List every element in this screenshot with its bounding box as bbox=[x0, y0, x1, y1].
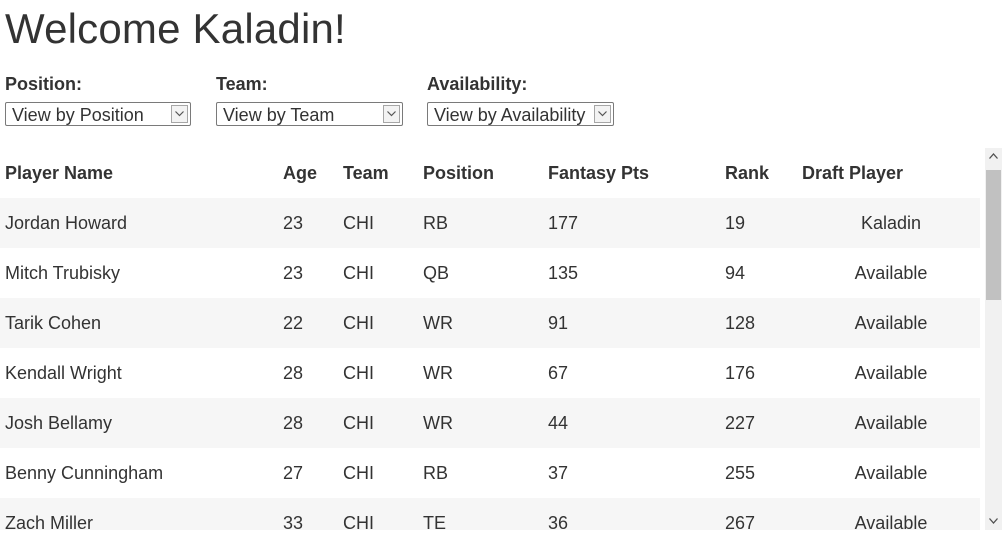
fantasy-pts-cell: 177 bbox=[543, 198, 720, 248]
age-cell: 28 bbox=[283, 362, 304, 383]
draft-status-cell[interactable]: Available bbox=[854, 362, 928, 383]
players-table: Player Name Age Team Position Fantasy Pt… bbox=[0, 148, 980, 530]
team-cell: CHI bbox=[338, 498, 418, 530]
position-cell: WR bbox=[418, 398, 543, 448]
column-header-player-name[interactable]: Player Name bbox=[5, 162, 114, 183]
scroll-up-arrow-icon[interactable] bbox=[985, 148, 1002, 165]
position-cell: WR bbox=[423, 362, 453, 383]
fantasy-pts-cell: 67 bbox=[548, 362, 569, 383]
position-cell: WR bbox=[418, 298, 543, 348]
column-header-fantasy-pts[interactable]: Fantasy Pts bbox=[548, 162, 650, 183]
position-filter-label: Position: bbox=[5, 74, 82, 94]
column-header-rank[interactable]: Rank bbox=[725, 162, 770, 183]
table-header-row: Player Name Age Team Position Fantasy Pt… bbox=[0, 148, 980, 198]
position-select[interactable]: View by Position bbox=[5, 102, 191, 126]
team-cell: CHI bbox=[338, 298, 418, 348]
rank-cell: 128 bbox=[720, 298, 797, 348]
position-cell: RB bbox=[418, 198, 543, 248]
chevron-down-icon[interactable] bbox=[383, 105, 400, 123]
availability-filter: Availability: View by Availability bbox=[427, 73, 614, 126]
availability-filter-label: Availability: bbox=[427, 74, 528, 94]
chevron-down-icon[interactable] bbox=[171, 105, 188, 123]
team-select[interactable]: View by Team bbox=[216, 102, 403, 126]
team-cell: CHI bbox=[343, 462, 374, 483]
player-name-cell: Benny Cunningham bbox=[5, 462, 164, 483]
age-cell: 27 bbox=[283, 462, 304, 483]
rank-cell: 255 bbox=[725, 462, 756, 483]
player-name-cell: Tarik Cohen bbox=[0, 298, 278, 348]
position-filter: Position: View by Position bbox=[5, 73, 191, 126]
age-cell: 22 bbox=[278, 298, 338, 348]
draft-status-cell[interactable]: Available bbox=[854, 262, 928, 283]
team-filter: Team: View by Team bbox=[216, 73, 403, 126]
chevron-down-icon[interactable] bbox=[594, 105, 611, 123]
rank-cell: 227 bbox=[720, 398, 797, 448]
age-cell: 23 bbox=[283, 262, 304, 283]
player-name-cell: Jordan Howard bbox=[0, 198, 278, 248]
team-cell: CHI bbox=[338, 198, 418, 248]
table-row[interactable]: Zach Miller 33 CHI TE 36 267 Available bbox=[0, 498, 980, 530]
age-cell: 28 bbox=[278, 398, 338, 448]
rank-cell: 176 bbox=[725, 362, 756, 383]
table-scrollbar[interactable] bbox=[985, 148, 1002, 530]
column-header-age[interactable]: Age bbox=[283, 162, 318, 183]
table-row[interactable]: Josh Bellamy 28 CHI WR 44 227 Available bbox=[0, 398, 980, 448]
table-row[interactable]: Benny Cunningham 27 CHI RB 37 255 Availa… bbox=[0, 448, 980, 498]
team-select-value: View by Team bbox=[223, 105, 335, 125]
rank-cell: 94 bbox=[725, 262, 746, 283]
players-table-container: Player Name Age Team Position Fantasy Pt… bbox=[0, 148, 1002, 530]
draft-status-cell[interactable]: Available bbox=[797, 398, 980, 448]
player-name-cell: Kendall Wright bbox=[5, 362, 122, 383]
player-name-cell: Zach Miller bbox=[0, 498, 278, 530]
availability-select-value: View by Availability bbox=[434, 105, 586, 125]
team-filter-label: Team: bbox=[216, 74, 268, 94]
column-header-team[interactable]: Team bbox=[343, 162, 389, 183]
position-cell: RB bbox=[423, 462, 449, 483]
draft-status-cell[interactable]: Available bbox=[797, 298, 980, 348]
age-cell: 33 bbox=[278, 498, 338, 530]
position-cell: TE bbox=[418, 498, 543, 530]
fantasy-pts-cell: 36 bbox=[543, 498, 720, 530]
team-cell: CHI bbox=[343, 362, 374, 383]
page-title: Welcome Kaladin! bbox=[5, 5, 346, 52]
table-row[interactable]: Mitch Trubisky 23 CHI QB 135 94 Availabl… bbox=[0, 248, 980, 298]
rank-cell: 267 bbox=[720, 498, 797, 530]
draft-status-cell[interactable]: Available bbox=[854, 462, 928, 483]
draft-status-cell[interactable]: Available bbox=[797, 498, 980, 530]
team-cell: CHI bbox=[338, 398, 418, 448]
team-cell: CHI bbox=[343, 262, 374, 283]
scroll-down-arrow-icon[interactable] bbox=[985, 513, 1002, 530]
availability-select[interactable]: View by Availability bbox=[427, 102, 614, 126]
draft-status-cell[interactable]: Kaladin bbox=[797, 198, 980, 248]
scrollbar-thumb[interactable] bbox=[986, 170, 1001, 300]
fantasy-pts-cell: 135 bbox=[548, 262, 579, 283]
fantasy-pts-cell: 91 bbox=[543, 298, 720, 348]
fantasy-pts-cell: 44 bbox=[543, 398, 720, 448]
table-row[interactable]: Tarik Cohen 22 CHI WR 91 128 Available bbox=[0, 298, 980, 348]
table-row[interactable]: Jordan Howard 23 CHI RB 177 19 Kaladin bbox=[0, 198, 980, 248]
player-name-cell: Mitch Trubisky bbox=[5, 262, 121, 283]
column-header-draft-player[interactable]: Draft Player bbox=[802, 162, 904, 183]
fantasy-pts-cell: 37 bbox=[548, 462, 569, 483]
player-name-cell: Josh Bellamy bbox=[0, 398, 278, 448]
rank-cell: 19 bbox=[720, 198, 797, 248]
table-row[interactable]: Kendall Wright 28 CHI WR 67 176 Availabl… bbox=[0, 348, 980, 398]
column-header-position[interactable]: Position bbox=[423, 162, 494, 183]
position-cell: QB bbox=[423, 262, 450, 283]
age-cell: 23 bbox=[278, 198, 338, 248]
position-select-value: View by Position bbox=[12, 105, 144, 125]
